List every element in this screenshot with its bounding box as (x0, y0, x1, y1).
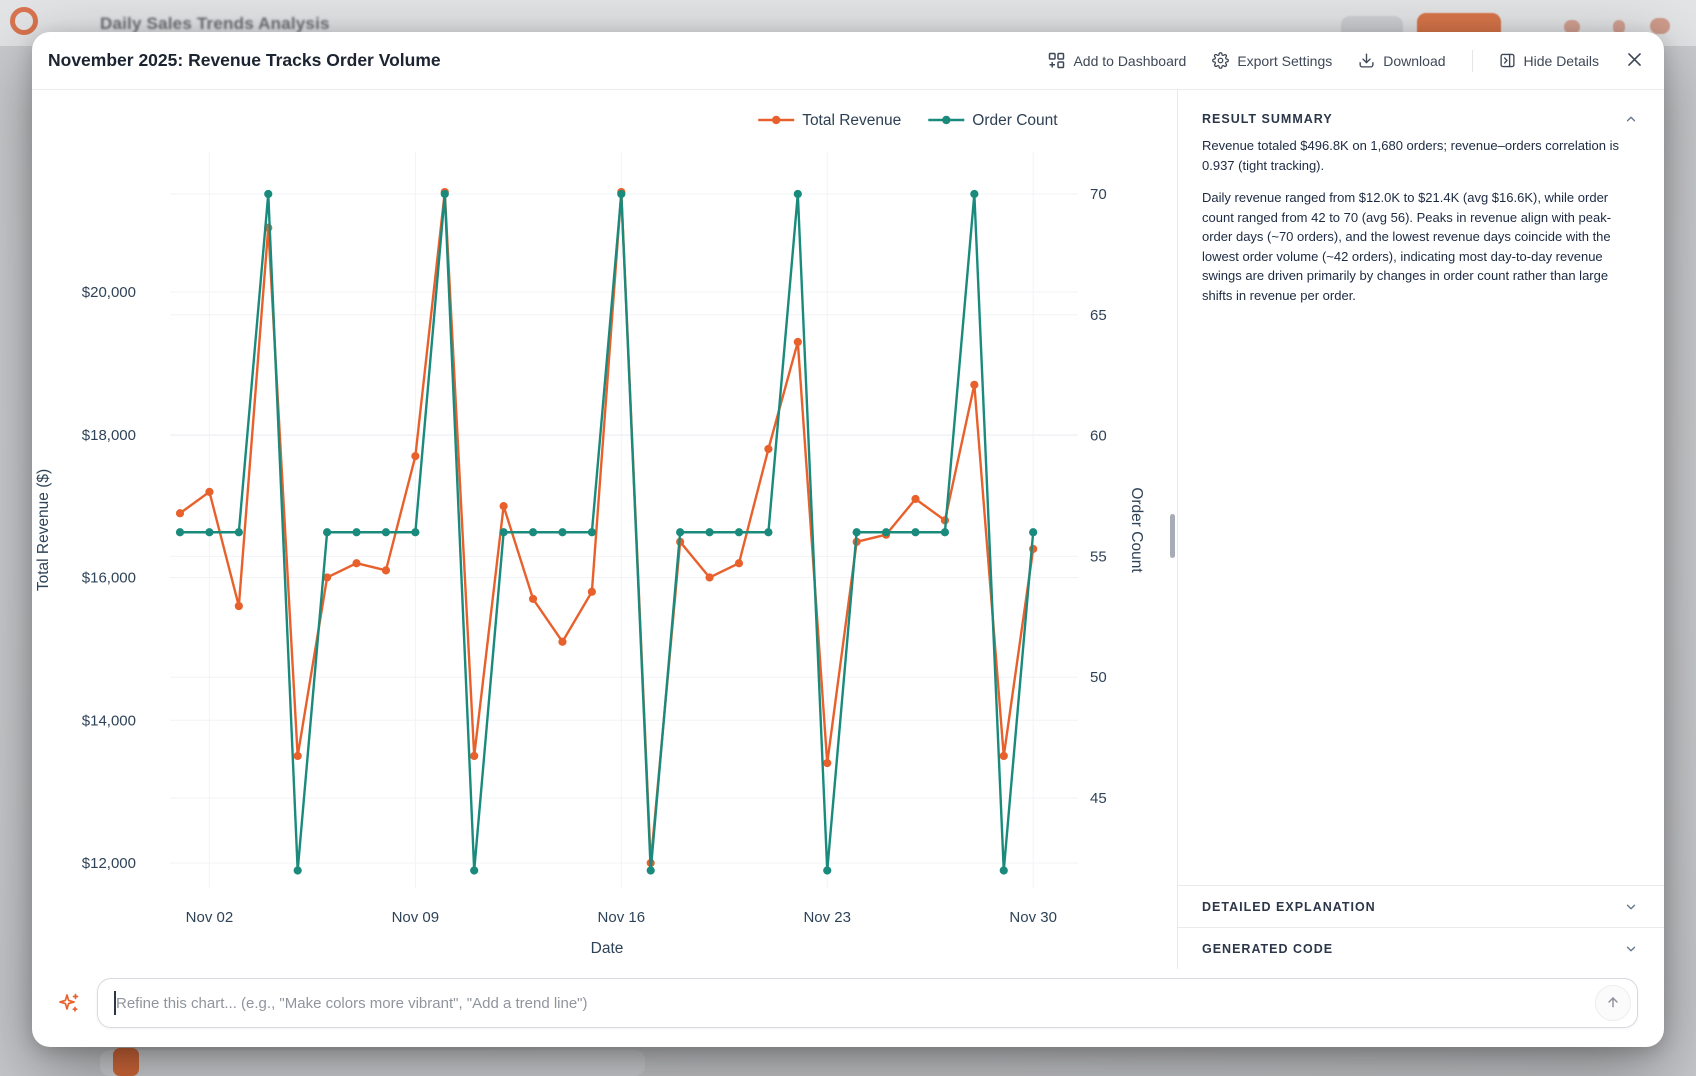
svg-text:Total Revenue: Total Revenue (802, 112, 901, 129)
generated-code-section[interactable]: GENERATED CODE (1178, 927, 1664, 969)
panel-spacer (1178, 318, 1664, 885)
background-icon-fragment (1613, 20, 1625, 34)
background-app-logo (10, 7, 38, 35)
chart-area: $12,000 $14,000 $16,000 $18,000 $20,000 45 50 5… (32, 90, 1177, 969)
svg-text:55: 55 (1090, 548, 1107, 565)
svg-text:$12,000: $12,000 (82, 855, 136, 872)
detailed-explanation-title: DETAILED EXPLANATION (1202, 899, 1376, 914)
text-caret (114, 991, 116, 1015)
add-to-dashboard-label: Add to Dashboard (1073, 52, 1187, 69)
header-separator (1471, 49, 1473, 72)
result-summary-title: RESULT SUMMARY (1202, 112, 1333, 126)
refine-input-wrap (97, 978, 1638, 1028)
x-axis-ticks: Nov 02 Nov 09 Nov 16 Nov 23 Nov 30 (186, 909, 1057, 926)
close-button[interactable] (1625, 50, 1644, 72)
background-bottom-accent (113, 1048, 139, 1076)
gear-icon (1212, 52, 1230, 69)
submit-refine-button[interactable] (1595, 985, 1631, 1021)
sparkle-icon (57, 991, 81, 1015)
svg-text:65: 65 (1090, 307, 1107, 324)
detailed-explanation-section[interactable]: DETAILED EXPLANATION (1178, 885, 1664, 927)
svg-text:45: 45 (1090, 790, 1107, 807)
dashboard-grid-plus-icon (1048, 52, 1065, 69)
details-panel: RESULT SUMMARY Revenue totaled $496.8K o… (1177, 90, 1664, 969)
download-icon (1358, 52, 1375, 69)
chart-detail-modal: November 2025: Revenue Tracks Order Volu… (32, 32, 1664, 1047)
modal-body: $12,000 $14,000 $16,000 $18,000 $20,000 45 50 5… (32, 90, 1664, 969)
chevron-down-icon (1624, 900, 1638, 914)
result-summary-body: Revenue totaled $496.8K on 1,680 orders;… (1178, 136, 1664, 318)
svg-text:50: 50 (1090, 669, 1107, 686)
x-axis-title: Date (591, 940, 624, 957)
left-axis-title: Total Revenue ($) (35, 469, 52, 591)
legend-item-order-count[interactable]: Order Count (928, 112, 1058, 129)
svg-text:$14,000: $14,000 (82, 712, 136, 729)
add-to-dashboard-button[interactable]: Add to Dashboard (1048, 52, 1186, 69)
svg-text:Order Count: Order Count (972, 112, 1058, 129)
right-axis-ticks: 45 50 55 60 65 70 (1090, 186, 1107, 807)
arrow-up-icon (1605, 994, 1621, 1013)
svg-text:$20,000: $20,000 (82, 284, 136, 301)
chevron-up-icon (1624, 112, 1638, 126)
refine-chart-input[interactable] (97, 978, 1638, 1028)
export-settings-label: Export Settings (1237, 52, 1333, 69)
left-axis-ticks: $12,000 $14,000 $16,000 $18,000 $20,000 (82, 284, 136, 872)
export-settings-button[interactable]: Export Settings (1212, 52, 1332, 69)
modal-title: November 2025: Revenue Tracks Order Volu… (48, 50, 441, 70)
svg-text:$18,000: $18,000 (82, 427, 136, 444)
background-app-title: Daily Sales Trends Analysis (100, 14, 330, 33)
svg-text:Nov 02: Nov 02 (186, 909, 234, 926)
close-icon (1625, 50, 1644, 72)
line-chart-svg: $12,000 $14,000 $16,000 $18,000 $20,000 45 50 5… (35, 112, 1145, 957)
svg-text:Nov 16: Nov 16 (598, 909, 646, 926)
download-label: Download (1383, 52, 1446, 69)
modal-header: November 2025: Revenue Tracks Order Volu… (32, 32, 1664, 90)
hide-details-label: Hide Details (1523, 52, 1599, 69)
svg-text:Nov 30: Nov 30 (1009, 909, 1057, 926)
generated-code-title: GENERATED CODE (1202, 941, 1334, 956)
svg-text:Nov 23: Nov 23 (803, 909, 851, 926)
chevron-down-icon (1624, 942, 1638, 956)
result-summary-header[interactable]: RESULT SUMMARY (1178, 90, 1664, 136)
summary-paragraph: Revenue totaled $496.8K on 1,680 orders;… (1202, 138, 1619, 173)
background-bottom-bar (100, 1050, 645, 1076)
modal-footer (32, 969, 1664, 1047)
download-button[interactable]: Download (1358, 52, 1446, 69)
background-icon-fragment (1564, 20, 1580, 34)
hide-details-button[interactable]: Hide Details (1499, 52, 1599, 69)
svg-text:60: 60 (1090, 428, 1107, 445)
order-count-series (175, 189, 1038, 875)
background-icon-fragment (1650, 18, 1670, 34)
panel-right-icon (1499, 52, 1516, 69)
right-axis-title: Order Count (1128, 487, 1145, 573)
total-revenue-series (175, 187, 1038, 868)
chart-scrollbar-thumb[interactable] (1170, 514, 1175, 558)
legend-item-total-revenue[interactable]: Total Revenue (758, 112, 901, 129)
summary-paragraph: Daily revenue ranged from $12.0K to $21.… (1202, 190, 1612, 303)
header-actions: Add to Dashboard Export Settings Down (1048, 49, 1644, 72)
svg-text:Nov 09: Nov 09 (392, 909, 440, 926)
svg-text:$16,000: $16,000 (82, 570, 136, 587)
svg-text:70: 70 (1090, 186, 1107, 203)
chart-legend[interactable]: Total Revenue Order Count (758, 112, 1058, 129)
